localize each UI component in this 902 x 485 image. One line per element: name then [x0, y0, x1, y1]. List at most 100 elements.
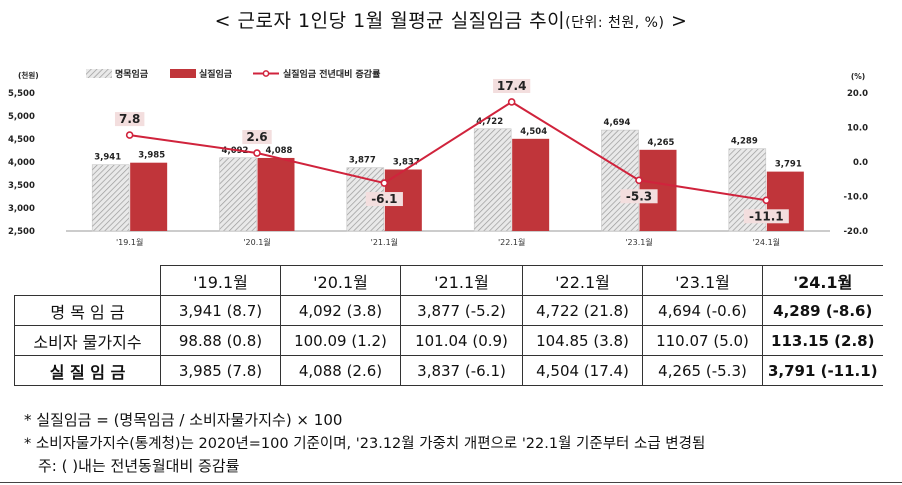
right-tick-label: -20.0 [844, 227, 869, 237]
table-cell: 4,694 (-0.6) [642, 295, 763, 326]
bar-nominal [91, 164, 130, 232]
rate-label-bg [242, 130, 272, 145]
title-unit: (단위: 천원, %) [565, 15, 665, 31]
rate-point [380, 179, 389, 187]
table-header-row: '19.1월 '20.1월 '21.1월 '22.1월 '23.1월 '24.1… [14, 265, 883, 296]
right-tick-label: 20.0 [847, 89, 868, 99]
table-cell: 3,791 (-11.1) [762, 355, 883, 386]
table-header: '23.1월 [642, 265, 763, 296]
title-end: > [664, 10, 688, 32]
bar-label-real: 4,088 [266, 146, 293, 156]
bar-label-nominal: 3,941 [94, 153, 121, 163]
chart-legend: 명목임금 실질임금 실질임금 전년대비 증감률 [86, 68, 380, 80]
left-tick-label: 5,000 [8, 112, 35, 122]
rate-label-bg [743, 209, 789, 224]
right-tick-label: 10.0 [847, 124, 868, 134]
table-cell: 110.07 (5.0) [642, 325, 763, 356]
bar-nominal [219, 157, 257, 232]
bar-label-real: 3,985 [138, 151, 165, 161]
rate-label: 7.8 [119, 112, 140, 126]
table-cell: 3,985 (7.8) [160, 355, 281, 386]
table-cell: 3,877 (-5.2) [400, 295, 523, 326]
table-header: '20.1월 [280, 265, 401, 296]
left-tick-label: 3,500 [8, 181, 35, 191]
left-tick-label: 4,000 [8, 158, 35, 168]
table-cell: 3,837 (-6.1) [400, 355, 523, 386]
rate-point [253, 149, 261, 157]
note-formula: * 실질임금 = (명목임금 / 소비자물가지수) × 100 [24, 411, 343, 429]
bar-label-real: 3,837 [393, 157, 420, 167]
left-axis-unit: (천원) [18, 70, 39, 80]
bar-label-real: 4,265 [648, 138, 675, 148]
bar-label-nominal: 4,694 [604, 118, 631, 128]
row-label-real: 실 질 임 금 [14, 355, 161, 386]
table-header: '19.1월 [160, 265, 281, 296]
note-parentheses: 주: ( )내는 전년동월대비 증감률 [38, 457, 240, 475]
table-row: 실 질 임 금 3,985 (7.8) 4,088 (2.6) 3,837 (-… [14, 355, 883, 386]
left-tick-label: 4,500 [8, 135, 35, 145]
rate-point [125, 131, 134, 139]
bar-real [130, 162, 168, 231]
legend-rate-marker [262, 70, 270, 77]
rate-line [129, 100, 767, 202]
rate-label: 17.4 [497, 79, 527, 93]
rate-point [762, 196, 771, 205]
bar-label-nominal: 3,877 [349, 156, 376, 166]
table-cell: 4,504 (17.4) [522, 355, 643, 386]
row-label-nominal: 명 목 임 금 [14, 295, 161, 326]
x-tick-label: '19.1월 [116, 237, 143, 247]
x-tick-label: '20.1월 [243, 237, 270, 247]
rate-label-bg [620, 189, 658, 204]
page-title: < 근로자 1인당 1월 월평균 실질임금 추이(단위: 천원, %) > [0, 6, 902, 33]
table-cell: 4,092 (3.8) [280, 295, 401, 326]
rate-label: -5.3 [626, 189, 652, 203]
x-tick-label: '21.1월 [371, 237, 398, 247]
table-cell: 100.09 (1.2) [280, 325, 401, 356]
row-label-cpi: 소비자 물가지수 [14, 325, 161, 356]
wage-table: '19.1월 '20.1월 '21.1월 '22.1월 '23.1월 '24.1… [14, 265, 883, 386]
right-axis-unit: (%) [851, 72, 865, 81]
wage-chart: 명목임금 실질임금 실질임금 전년대비 증감률 2,500 3,000 3,500 4,0… [8, 68, 869, 247]
right-tick-label: -10.0 [844, 193, 869, 203]
rate-label-bg [365, 192, 403, 207]
table-cell: 3,941 (8.7) [160, 295, 281, 326]
right-tick-label: 0.0 [853, 158, 868, 168]
x-tick-label: '24.1월 [753, 237, 780, 247]
title-main: < 근로자 1인당 1월 월평균 실질임금 추이 [214, 10, 566, 32]
legend-real-label: 실질임금 [199, 68, 233, 80]
bar-nominal [601, 129, 639, 232]
table-header: '22.1월 [522, 265, 643, 296]
table-header: '24.1월 [762, 265, 883, 296]
rate-label-bg [114, 112, 145, 127]
legend-nominal-swatch [86, 69, 112, 78]
legend-real-swatch [170, 69, 196, 78]
table-corner [14, 265, 161, 296]
table-row: 소비자 물가지수 98.88 (0.8) 100.09 (1.2) 101.04… [14, 325, 883, 356]
table-header: '21.1월 [400, 265, 523, 296]
rate-label-bg [493, 78, 531, 93]
left-tick-label: 5,500 [8, 89, 35, 99]
table-cell: 4,722 (21.8) [522, 295, 643, 326]
table-cell: 4,265 (-5.3) [642, 355, 763, 386]
rate-label: 2.6 [246, 130, 267, 144]
bar-nominal [473, 128, 512, 232]
bottom-divider [0, 482, 902, 483]
table-cell: 104.85 (3.8) [522, 325, 643, 356]
bar-label-real: 4,504 [520, 127, 547, 137]
table-cell: 113.15 (2.8) [762, 325, 883, 356]
table-row: 명 목 임 금 3,941 (8.7) 4,092 (3.8) 3,877 (-… [14, 295, 883, 326]
note-cpi: * 소비자물가지수(통계청)는 2020년=100 기준이며, '23.12월 … [24, 436, 706, 452]
rate-label: -11.1 [749, 209, 784, 223]
rate-label: -6.1 [371, 192, 397, 206]
legend-nominal-label: 명목임금 [115, 68, 149, 80]
bar-real [512, 138, 550, 231]
rate-point [507, 98, 516, 106]
left-tick-label: 2,500 [8, 227, 35, 237]
x-tick-label: '22.1월 [498, 237, 525, 247]
table-cell: 101.04 (0.9) [400, 325, 523, 356]
table-cell: 98.88 (0.8) [160, 325, 281, 356]
bar-label-real: 3,791 [775, 160, 802, 170]
x-tick-label: '23.1월 [625, 237, 652, 247]
left-tick-label: 3,000 [8, 204, 35, 214]
table-cell: 4,088 (2.6) [280, 355, 401, 386]
